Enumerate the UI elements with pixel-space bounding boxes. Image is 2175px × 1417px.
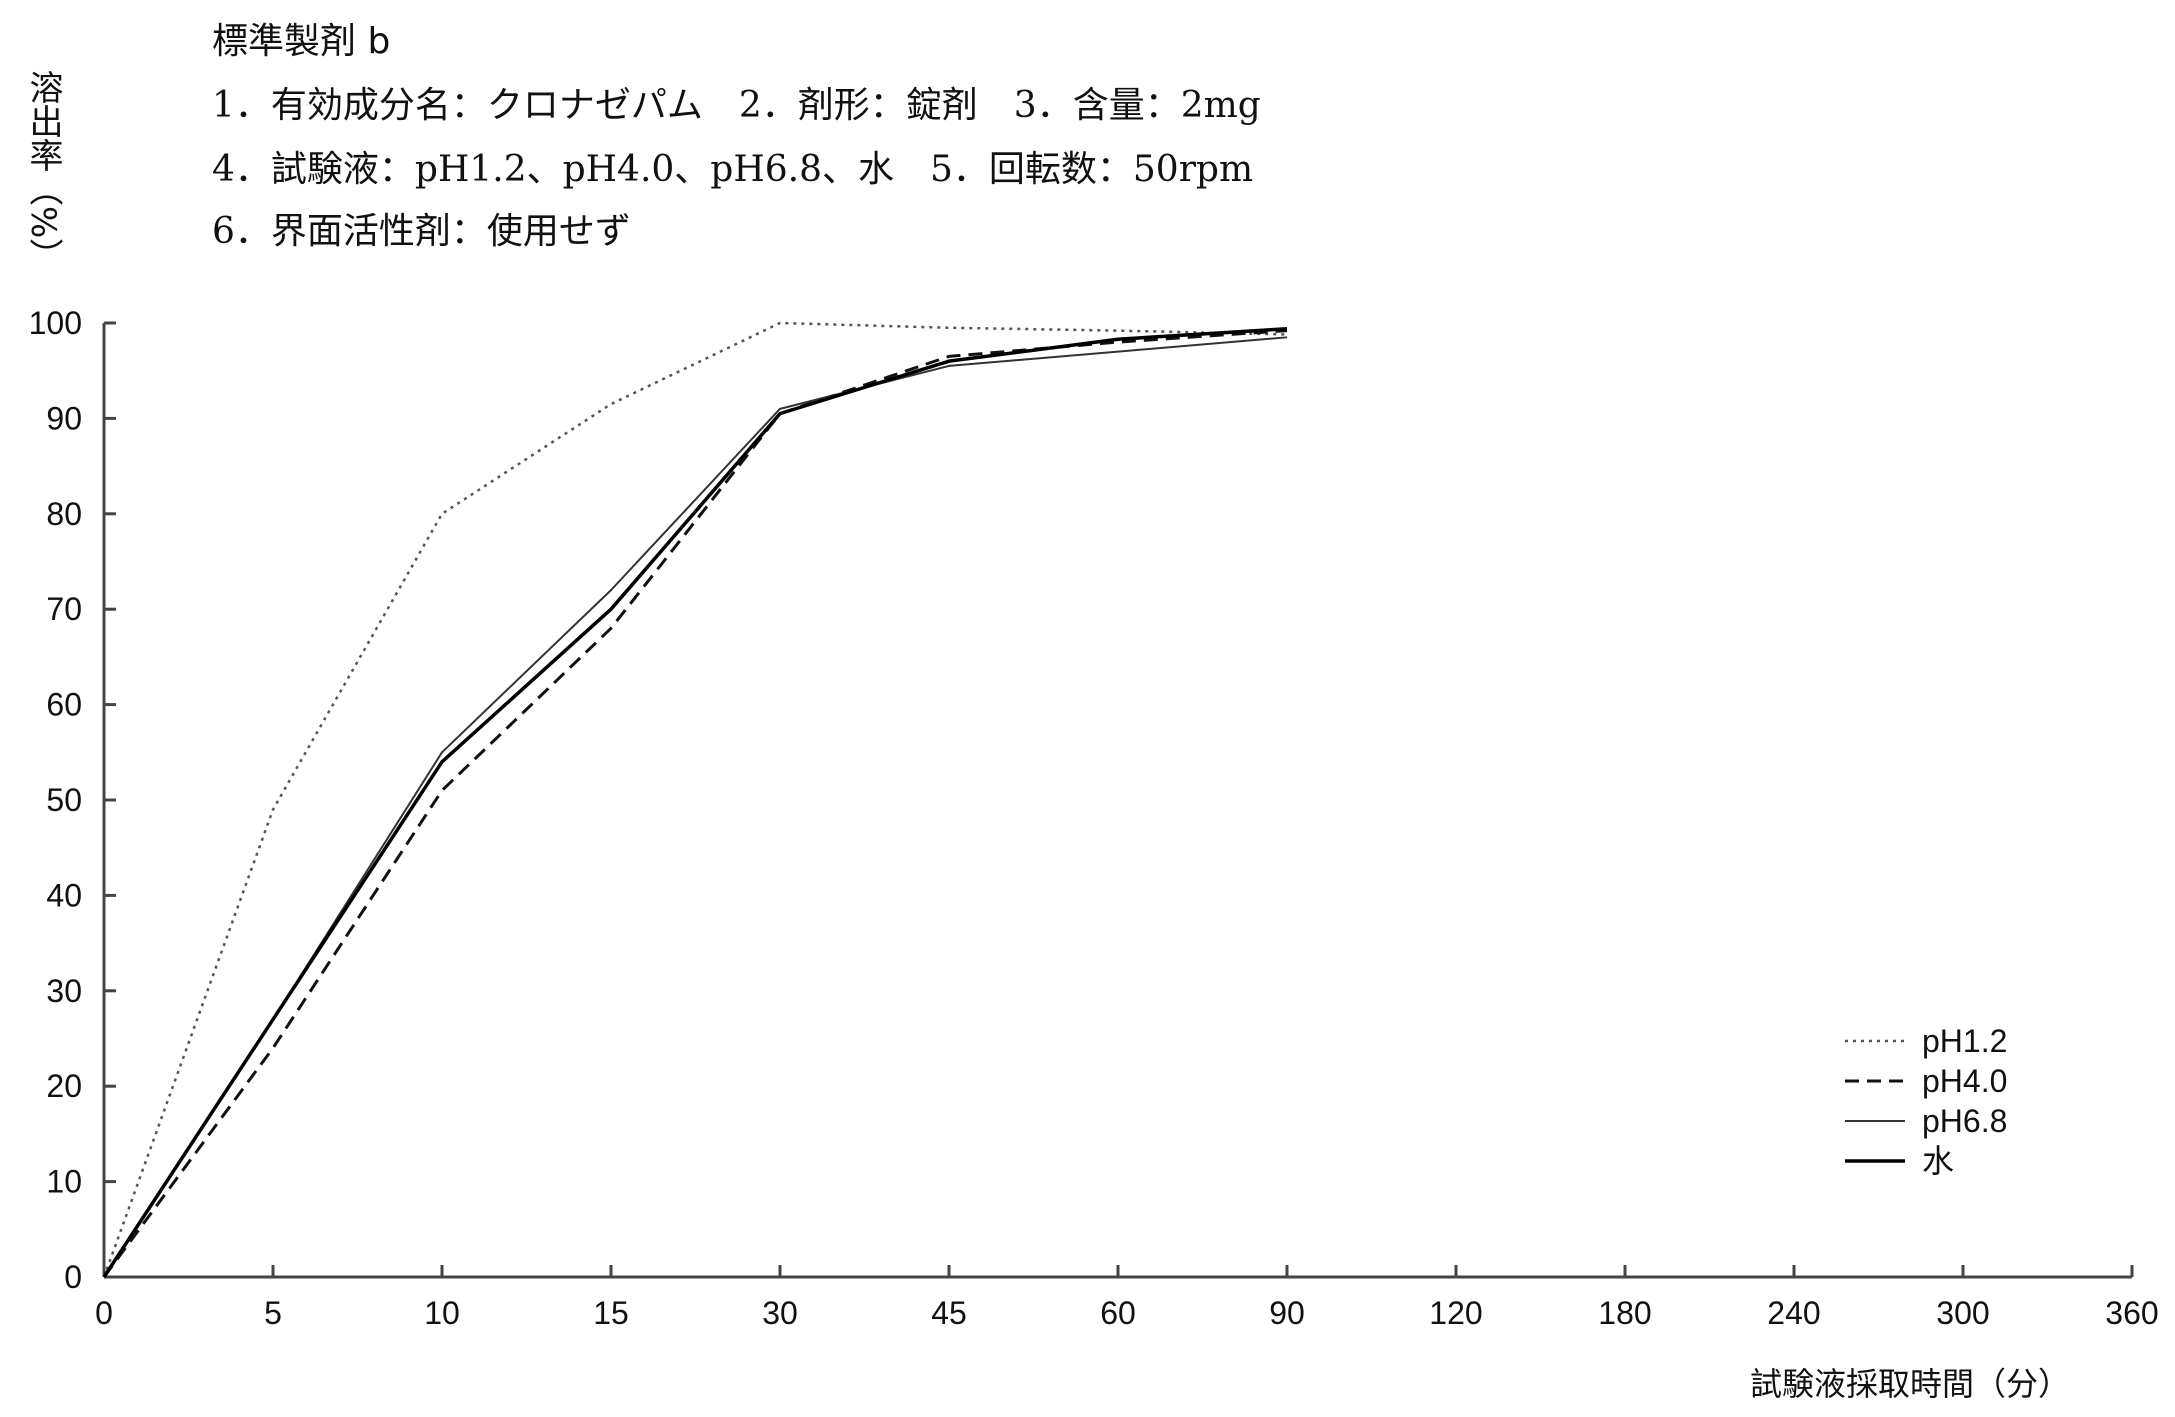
y-tick-label: 60: [46, 687, 82, 723]
series-line-1: [102, 329, 1288, 1278]
legend-label: pH4.0: [1922, 1063, 2007, 1099]
x-tick-label: 5: [264, 1295, 282, 1331]
x-axis-label: 試験液採取時間（分）: [1750, 1365, 2070, 1403]
x-tick-label: 180: [1598, 1295, 1651, 1331]
series-line-2: [103, 336, 1288, 1278]
x-tick-label: 90: [1269, 1295, 1305, 1331]
x-tick-label: 0: [95, 1295, 113, 1331]
legend-label: pH1.2: [1922, 1023, 2007, 1059]
x-tick-label: 15: [593, 1295, 629, 1331]
y-axis-label: 溶出率（%）: [23, 70, 63, 273]
x-tick-label: 30: [762, 1295, 798, 1331]
y-tick-label: 90: [46, 400, 82, 436]
y-tick-label: 0: [64, 1259, 82, 1295]
x-tick-label: 10: [424, 1295, 460, 1331]
series-line-0: [102, 321, 1288, 1278]
chart-title: 標準製剤 b: [212, 21, 391, 62]
y-tick-label: 50: [46, 782, 82, 818]
x-tick-label: 240: [1767, 1295, 1820, 1331]
x-tick-label: 60: [1100, 1295, 1136, 1331]
y-tick-label: 100: [29, 305, 82, 341]
legend-label: 水: [1922, 1143, 1954, 1179]
y-tick-label: 40: [46, 877, 82, 913]
x-tick-label: 300: [1936, 1295, 1989, 1331]
x-tick-label: 45: [931, 1295, 967, 1331]
y-tick-label: 20: [46, 1068, 82, 1104]
x-tick-label: 120: [1429, 1295, 1482, 1331]
x-tick-label: 360: [2105, 1295, 2158, 1331]
spec-line-3: 6．界面活性剤：使用せず: [212, 211, 631, 252]
y-tick-label: 30: [46, 973, 82, 1009]
y-tick-label: 80: [46, 496, 82, 532]
y-tick-label: 10: [46, 1164, 82, 1200]
spec-line-1: 1．有効成分名：クロナゼパム 2．剤形：錠剤 3．含量：2mg: [212, 85, 1261, 126]
series-line-3: [102, 326, 1288, 1278]
legend-label: pH6.8: [1922, 1103, 2007, 1139]
spec-line-2: 4．試験液：pH1.2、pH4.0、pH6.8、水 5．回転数：50rpm: [212, 149, 1254, 190]
y-tick-label: 70: [46, 591, 82, 627]
